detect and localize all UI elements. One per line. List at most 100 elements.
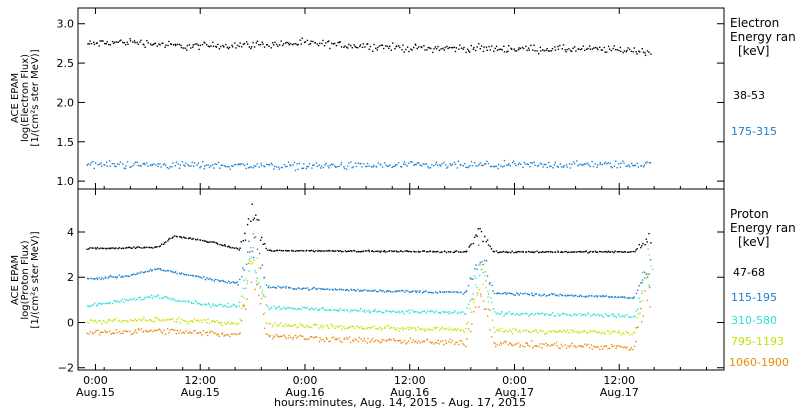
data-point bbox=[522, 47, 525, 50]
data-point bbox=[317, 250, 319, 252]
data-point bbox=[152, 330, 154, 333]
data-point bbox=[398, 45, 400, 47]
data-point bbox=[363, 309, 365, 311]
data-point bbox=[534, 329, 537, 331]
data-point bbox=[306, 306, 308, 309]
data-point bbox=[104, 247, 106, 250]
data-point bbox=[331, 325, 334, 327]
data-point bbox=[583, 251, 585, 253]
data-point bbox=[546, 166, 548, 169]
data-point bbox=[239, 247, 241, 249]
data-point bbox=[216, 242, 218, 245]
data-point bbox=[415, 44, 417, 46]
data-point bbox=[481, 164, 483, 166]
data-point bbox=[98, 247, 100, 250]
data-point bbox=[93, 167, 95, 170]
data-point bbox=[318, 340, 320, 343]
data-point bbox=[490, 297, 492, 299]
data-point bbox=[209, 332, 211, 334]
data-point bbox=[617, 296, 620, 298]
data-point bbox=[595, 314, 598, 317]
data-point bbox=[143, 271, 146, 274]
data-point bbox=[354, 327, 356, 330]
data-point bbox=[287, 161, 290, 163]
data-point bbox=[546, 250, 548, 253]
data-point bbox=[87, 163, 89, 165]
data-point bbox=[605, 51, 608, 53]
data-point bbox=[474, 268, 476, 270]
data-point bbox=[285, 285, 287, 288]
data-point bbox=[385, 291, 387, 293]
data-point bbox=[437, 292, 439, 294]
data-point bbox=[133, 297, 135, 299]
data-point bbox=[524, 163, 527, 165]
data-point bbox=[268, 335, 271, 338]
data-point bbox=[300, 43, 302, 45]
proton-legend-title-2: Energy ran bbox=[730, 221, 796, 235]
data-point bbox=[406, 165, 408, 167]
data-point bbox=[409, 327, 411, 329]
data-point bbox=[527, 47, 530, 49]
data-point bbox=[310, 40, 312, 42]
data-point bbox=[89, 164, 91, 166]
data-point bbox=[414, 163, 416, 166]
data-point bbox=[487, 296, 489, 298]
data-point bbox=[549, 251, 551, 253]
data-point bbox=[287, 337, 290, 339]
data-point bbox=[500, 48, 502, 50]
data-point bbox=[506, 251, 509, 254]
data-point bbox=[286, 41, 288, 44]
data-point bbox=[559, 293, 561, 296]
data-point bbox=[250, 246, 252, 249]
data-point bbox=[403, 51, 405, 53]
data-point bbox=[412, 327, 414, 329]
data-point bbox=[218, 280, 220, 282]
data-point bbox=[562, 329, 564, 332]
data-point bbox=[644, 54, 647, 57]
data-point bbox=[591, 160, 593, 163]
data-point bbox=[135, 246, 138, 249]
data-point bbox=[172, 329, 174, 331]
data-point bbox=[505, 251, 508, 253]
data-point bbox=[293, 161, 296, 164]
data-point bbox=[579, 345, 581, 347]
data-point bbox=[599, 46, 601, 48]
data-point bbox=[96, 277, 98, 279]
data-point bbox=[280, 335, 282, 338]
data-point bbox=[390, 291, 392, 293]
data-point bbox=[150, 270, 153, 272]
data-point bbox=[184, 274, 186, 276]
data-point bbox=[494, 165, 496, 168]
data-point bbox=[230, 281, 233, 284]
data-point bbox=[219, 303, 221, 305]
data-point bbox=[493, 165, 495, 168]
data-point bbox=[152, 247, 154, 249]
data-point bbox=[287, 250, 289, 252]
data-point bbox=[233, 247, 236, 249]
data-point bbox=[599, 250, 601, 253]
data-point bbox=[646, 299, 649, 302]
data-point bbox=[124, 275, 126, 277]
data-point bbox=[143, 298, 146, 300]
data-point bbox=[512, 344, 514, 347]
data-point bbox=[93, 278, 95, 280]
data-point bbox=[120, 247, 122, 250]
data-point bbox=[408, 162, 410, 164]
data-point bbox=[434, 163, 437, 165]
data-point bbox=[169, 237, 171, 240]
data-point bbox=[534, 164, 536, 166]
data-point bbox=[416, 290, 418, 292]
data-point bbox=[604, 312, 606, 315]
data-point bbox=[415, 291, 418, 293]
data-point bbox=[557, 347, 560, 349]
data-point bbox=[608, 296, 610, 298]
data-point bbox=[184, 237, 186, 239]
data-point bbox=[439, 290, 441, 293]
data-point bbox=[503, 45, 505, 47]
data-point bbox=[455, 328, 457, 331]
data-point bbox=[571, 251, 573, 253]
data-point bbox=[604, 345, 606, 348]
data-point bbox=[579, 313, 581, 315]
data-point bbox=[533, 161, 535, 163]
data-point bbox=[374, 308, 376, 311]
